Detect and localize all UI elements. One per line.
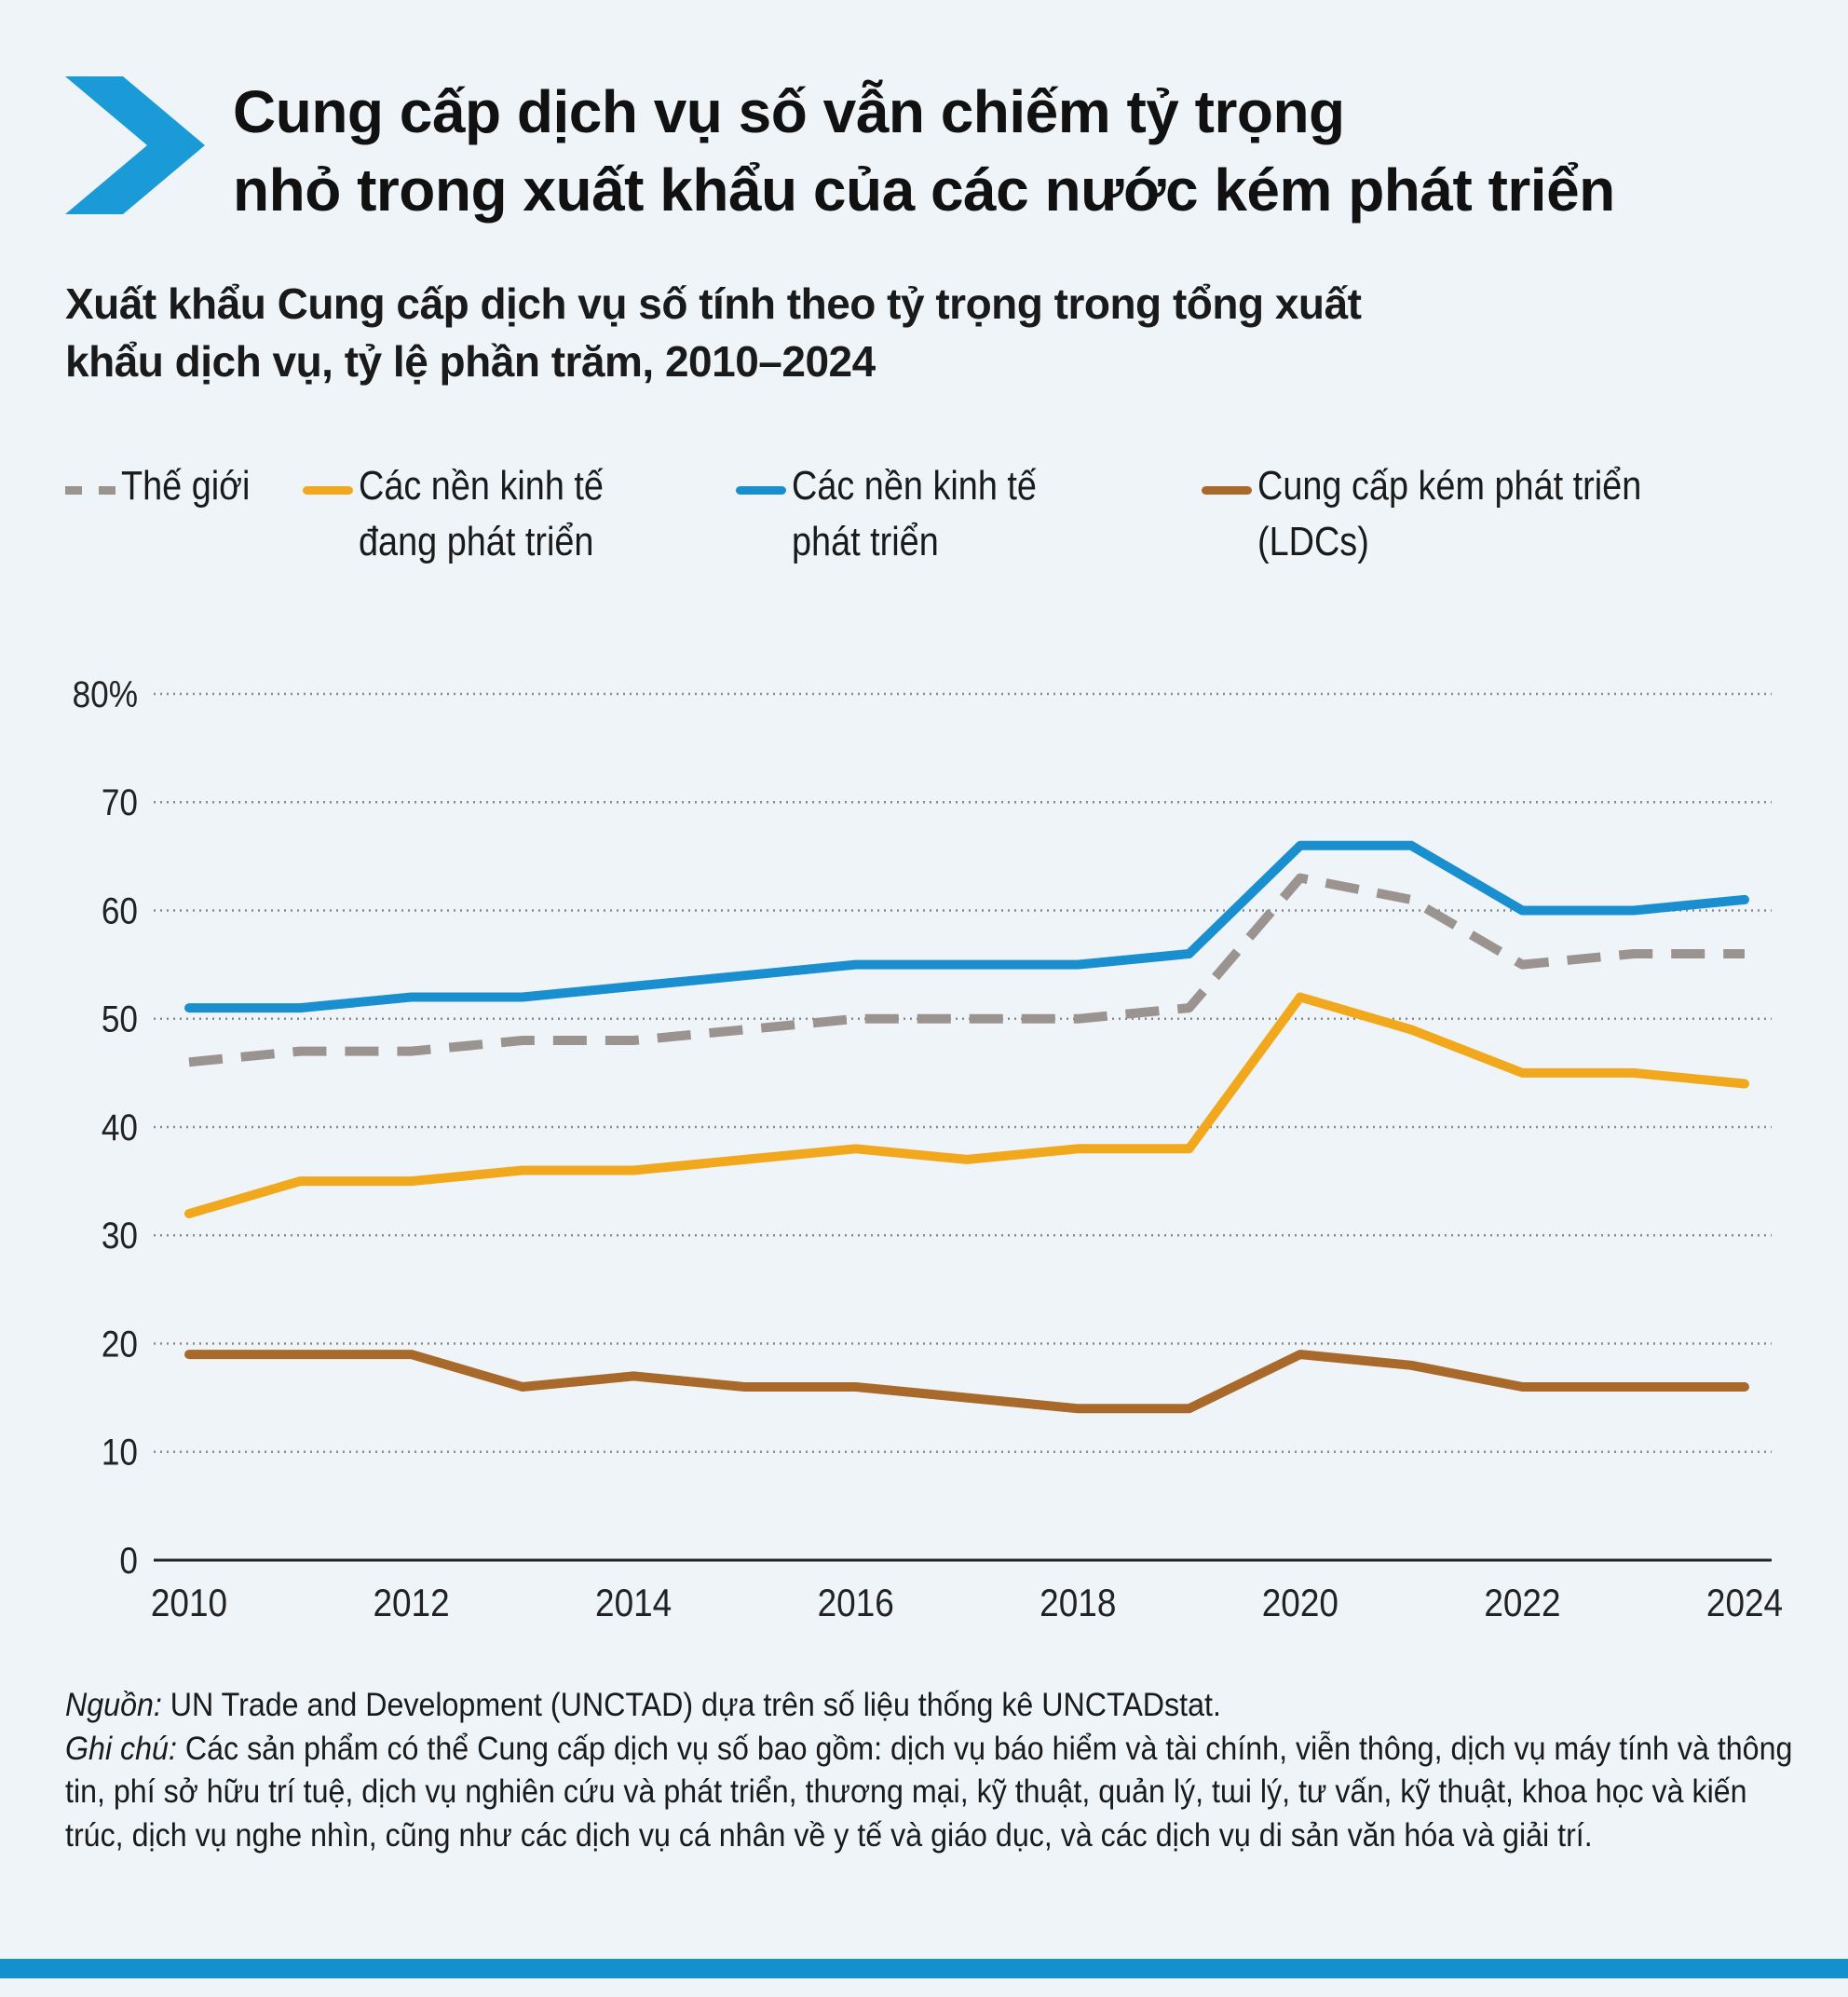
chart-subtitle-line-1: Xuất khẩu Cung cấp dịch vụ số tính theo … [65,279,1362,328]
source-text: UN Trade and Development (UNCTAD) dựa tr… [161,1687,1221,1723]
x-tick-label: 2018 [1040,1582,1116,1625]
series-line-2 [184,840,1749,1013]
legend-label: Các nền kinh tế đang phát triển [359,463,604,564]
chevron-logo-icon [65,76,205,214]
y-tick-label: 20 [102,1323,138,1365]
legend-swatch-developed [736,486,786,495]
legend-swatch-developing [303,486,353,495]
legend-item-developing: Các nền kinh tế đang phát triển [303,458,644,570]
legend-label: Cung cấp kém phát triển (LDCs) [1257,463,1642,564]
page-title-line-1: Cung cấp dịch vụ số vẫn chiếm tỷ trọng [233,78,1345,145]
y-tick-label: 80% [73,673,138,715]
legend-label: Thế giới [121,463,251,509]
x-tick-label: 2024 [1706,1582,1783,1625]
chart-footer: Nguồn: UN Trade and Development (UNCTAD)… [65,1684,1792,1857]
x-tick-label: 2012 [373,1582,449,1625]
legend-item-developed: Các nền kinh tế phát triển [736,458,1077,570]
legend-swatch-ldcs [1202,486,1252,495]
y-tick-label: 70 [102,781,138,823]
legend-label: Các nền kinh tế phát triển [792,463,1037,564]
note-text: Các sản phẩm có thể Cung cấp dịch vụ số … [65,1730,1793,1854]
x-tick-label: 2010 [151,1582,227,1625]
note-label: Ghi chú: [65,1730,177,1767]
x-tick-label: 2020 [1262,1582,1338,1625]
y-tick-label: 30 [102,1215,138,1257]
x-tick-label: 2014 [595,1582,672,1625]
x-tick-label: 2016 [818,1582,894,1625]
legend-item-ldcs: Cung cấp kém phát triển (LDCs) [1202,458,1704,570]
line-chart: 0 10 20 30 40 50 60 70 80% 2010 2012 2014 2016 2018 20… [73,673,1784,1625]
y-tick-label: 0 [119,1540,138,1582]
source-note: Nguồn: UN Trade and Development (UNCTAD)… [65,1684,1779,1728]
y-tick-label: 50 [102,998,138,1040]
chart-subtitle-line-2: khẩu dịch vụ, tỷ lệ phần trăm, 2010–2024 [65,337,876,386]
page-title-line-2: nhỏ trong xuất khẩu của các nước kém phá… [233,156,1615,224]
x-tick-label: 2022 [1484,1582,1560,1625]
y-tick-label: 40 [102,1107,138,1148]
series-line-1 [184,992,1749,1218]
notes: Ghi chú: Các sản phẩm có thể Cung cấp dị… [65,1728,1805,1858]
y-tick-label: 60 [102,890,138,931]
series-line-0 [188,873,1745,1067]
legend-item-world: Thế giới [65,458,271,514]
bottom-accent-bar [0,1959,1848,1978]
y-tick-label: 10 [102,1432,138,1474]
legend-swatch-world [65,486,116,495]
series-line-3 [184,1350,1749,1414]
source-label: Nguồn: [65,1687,162,1723]
